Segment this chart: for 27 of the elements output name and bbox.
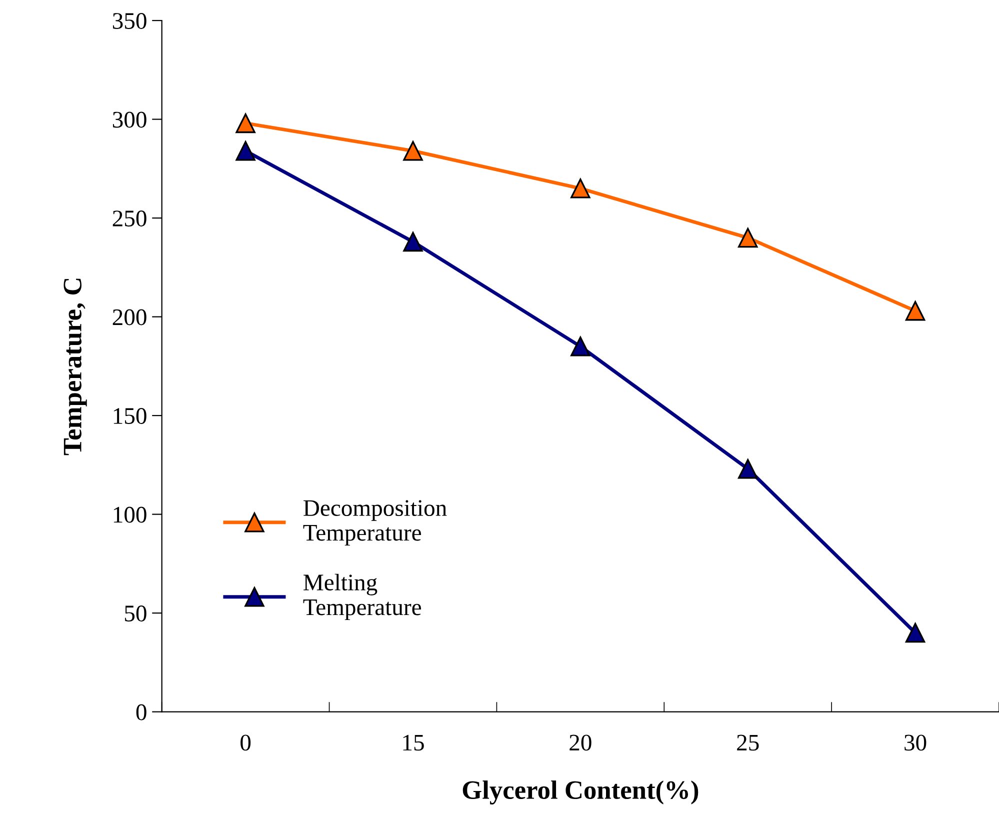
x-tick-label: 25 [737,734,759,751]
y-tick-label: 150 [114,408,146,424]
x-tick-label: 0 [240,734,251,751]
y-tick-label: 200 [112,309,146,326]
point [570,336,590,356]
x-axis-title: Glycerol Content(%) [462,780,698,804]
point [738,228,758,248]
point [570,178,590,198]
point [905,622,926,643]
y-axis-title: Temperature, C [64,278,87,456]
x-tick-label: 20 [570,734,592,751]
y-tick-label: 350 [112,13,146,29]
y-tick-label: 300 [112,112,146,128]
x-tick-label: 15 [403,734,424,751]
y-tick-label: 0 [136,704,146,720]
y-tick-label: 50 [125,606,146,622]
point [905,301,926,321]
x-tick-label: 30 [904,734,926,751]
y-tick-label: 100 [114,506,146,523]
point [236,141,256,161]
point [236,113,256,134]
legend-label: Decomposition Temperature [303,500,447,546]
y-tick-label: 250 [112,210,146,226]
point [403,232,423,252]
point [403,141,423,161]
legend-label: Melting Temperature [303,574,421,620]
point [738,459,758,479]
